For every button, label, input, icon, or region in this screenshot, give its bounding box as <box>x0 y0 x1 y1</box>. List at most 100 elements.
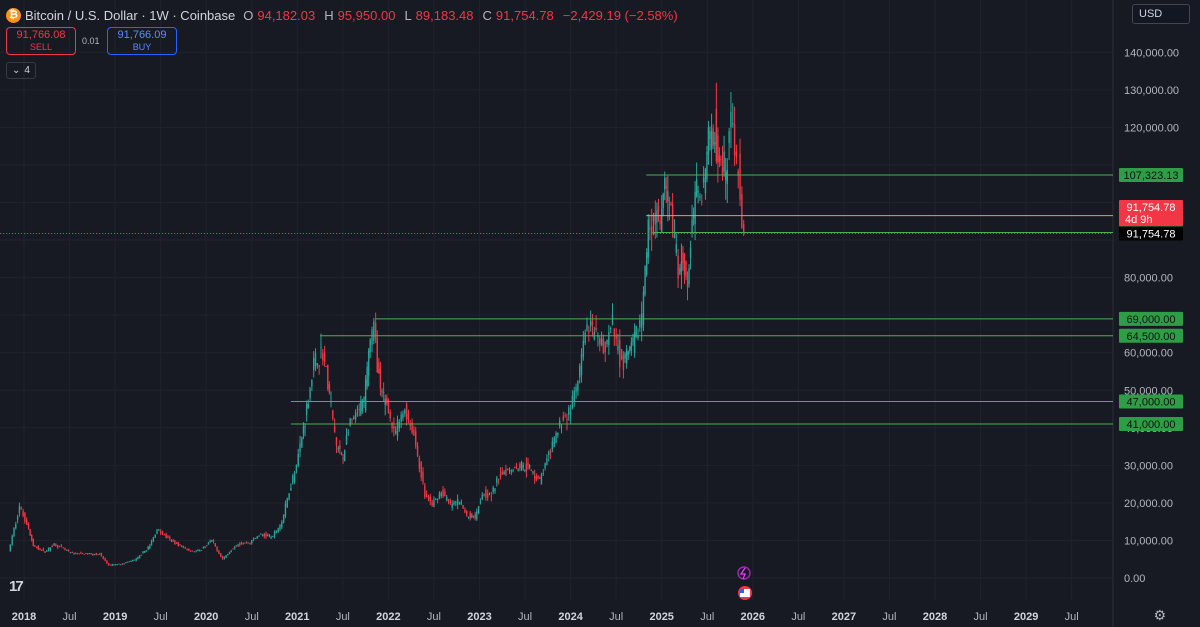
candle-body <box>295 465 298 472</box>
event-markers[interactable] <box>737 566 752 600</box>
time-tick-label: 2018 <box>12 611 36 623</box>
candle-body <box>130 560 132 562</box>
candle-body <box>579 365 581 378</box>
candle-body <box>361 400 364 412</box>
candle-body <box>466 511 468 516</box>
candle-body <box>83 553 85 555</box>
candle-body <box>632 337 634 343</box>
candle-body <box>156 530 158 534</box>
candle-body <box>667 191 669 202</box>
candle-body <box>137 557 139 559</box>
currency-selector[interactable]: USD <box>1132 4 1190 24</box>
candle-body <box>715 108 718 161</box>
candle-body <box>584 332 586 343</box>
candle-body <box>394 430 397 434</box>
horizontal-levels[interactable]: 107,323.1396,500.0092,000.0069,000.0064,… <box>290 168 1183 432</box>
candle-body <box>456 499 459 505</box>
ohlc-high-value: 95,950.00 <box>337 7 396 23</box>
candle-body <box>172 539 174 542</box>
ohlc-low-key: L <box>404 7 412 23</box>
sell-price: 91,766.08 <box>16 29 66 41</box>
time-tick-label: Jul <box>336 611 350 623</box>
candle-body <box>371 329 373 345</box>
candle-body <box>24 512 26 522</box>
indicators-count: 4 <box>24 65 30 76</box>
candlestick-series <box>9 82 745 567</box>
indicators-toggle[interactable]: ⌄ 4 <box>6 62 36 79</box>
time-tick-label: Jul <box>245 611 259 623</box>
candle-body <box>211 540 213 542</box>
candle-body <box>51 546 53 548</box>
candle-body <box>93 554 96 556</box>
candle-body <box>342 457 344 459</box>
candle-body <box>373 321 375 341</box>
candle-body <box>97 554 99 556</box>
buy-button[interactable]: 91,766.09 BUY <box>107 27 177 55</box>
candle-body <box>145 550 148 552</box>
candle-body <box>181 546 183 548</box>
candle-body <box>125 562 127 564</box>
time-axis[interactable]: 2018 Jul 2019 Jul 2020 Jul 2021 Jul 2022 Jul 2023 J… <box>12 611 1079 623</box>
candle-body <box>517 469 519 471</box>
candle-body <box>86 553 89 555</box>
candle-body <box>126 561 129 563</box>
candle-body <box>351 419 353 421</box>
candle-body <box>413 429 415 436</box>
candle-body <box>686 281 689 288</box>
ohlc-open-key: O <box>243 7 254 23</box>
candle-body <box>81 553 84 555</box>
time-tick-label: 2026 <box>741 611 765 623</box>
candle-body <box>677 255 679 279</box>
candle-body <box>530 470 532 471</box>
candle-body <box>347 432 350 434</box>
candle-body <box>67 549 70 551</box>
candle-body <box>425 493 428 498</box>
candle-body <box>273 532 276 537</box>
candle-body <box>374 323 377 338</box>
grid <box>0 0 1113 600</box>
bitcoin-icon: ₿ <box>6 7 21 23</box>
candle-body <box>382 391 385 394</box>
lightning-event-icon[interactable] <box>737 566 751 580</box>
candle-body <box>494 488 496 492</box>
candle-body <box>707 127 710 155</box>
candle-body <box>281 521 283 528</box>
sell-button[interactable]: 91,766.08 SELL <box>6 27 76 55</box>
candle-body <box>220 553 222 557</box>
candle-body <box>366 366 368 387</box>
candle-body <box>230 550 232 552</box>
candle-body <box>221 556 224 560</box>
candle-body <box>640 313 643 329</box>
candle-body <box>555 433 557 444</box>
candle-body <box>358 409 360 411</box>
candle-body <box>66 550 68 551</box>
candle-body <box>479 501 482 503</box>
gear-icon[interactable]: ⚙ <box>1153 607 1166 623</box>
candle-body <box>118 563 120 565</box>
candle-body <box>400 414 402 422</box>
candle-body <box>261 534 264 536</box>
candle-body <box>18 506 21 514</box>
candle-body <box>266 535 269 537</box>
candle-body <box>435 498 437 500</box>
tradingview-logo-icon[interactable]: 17 <box>9 578 24 595</box>
candle-body <box>206 545 208 547</box>
candle-body <box>422 471 424 483</box>
candle-body <box>566 418 568 421</box>
candle-body <box>282 514 285 523</box>
flag-icon <box>740 589 750 597</box>
candle-body <box>260 533 262 535</box>
candle-body <box>549 450 552 453</box>
candle-body <box>99 553 101 555</box>
candle-body <box>369 339 371 352</box>
candle-body <box>615 335 617 339</box>
candle-body <box>200 550 203 551</box>
candle-body <box>462 504 464 509</box>
candle-body <box>416 445 419 456</box>
candle-body <box>490 495 493 497</box>
candle-body <box>104 558 106 561</box>
candle-body <box>665 186 667 188</box>
symbol-title[interactable]: Bitcoin / U.S. Dollar · 1W · Coinbase <box>25 7 236 23</box>
candle-body <box>449 500 452 504</box>
